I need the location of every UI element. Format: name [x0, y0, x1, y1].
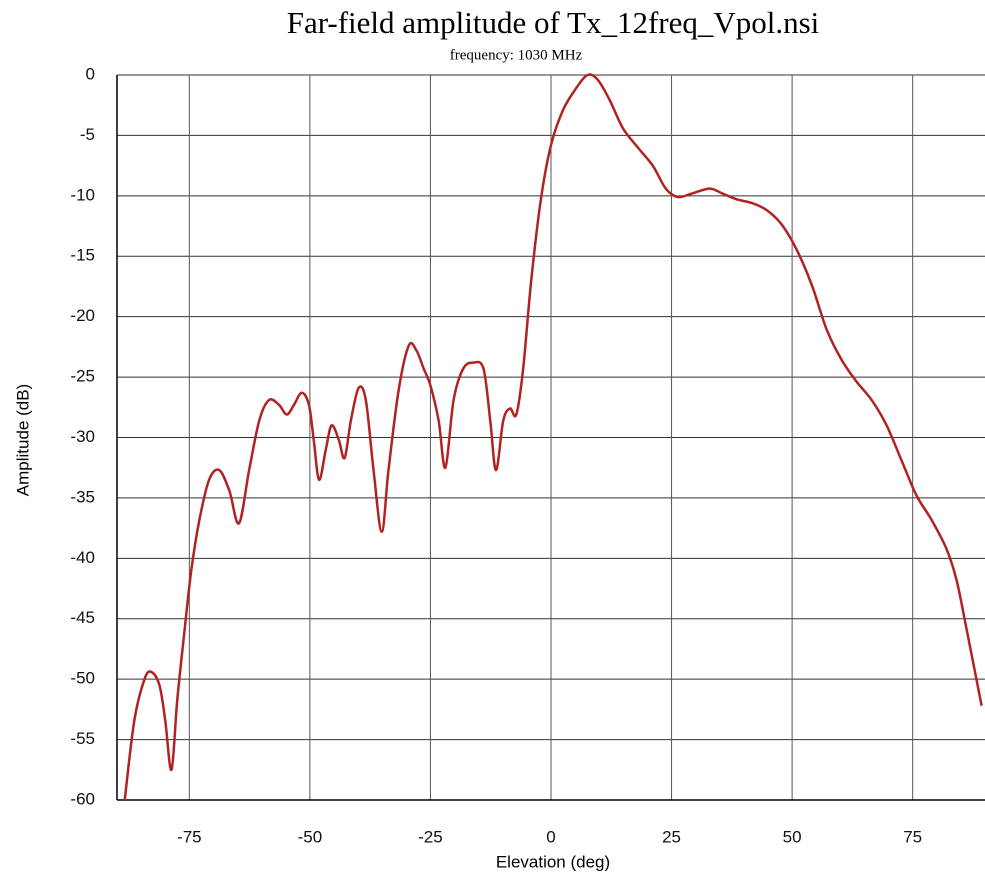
- y-tick-label: -50: [70, 669, 95, 688]
- y-tick-label: -45: [70, 608, 95, 627]
- y-tick-label: -20: [70, 306, 95, 325]
- y-tick-label: -25: [70, 367, 95, 386]
- y-tick-label: -60: [70, 789, 95, 808]
- y-tick-label: -30: [70, 427, 95, 446]
- x-tick-label: -50: [298, 827, 323, 846]
- x-tick-label: 50: [783, 827, 802, 846]
- y-tick-label: -40: [70, 548, 95, 567]
- chart-subtitle: frequency: 1030 MHz: [450, 47, 583, 63]
- chart-title: Far-field amplitude of Tx_12freq_Vpol.ns…: [287, 5, 820, 40]
- x-tick-label: 75: [903, 827, 922, 846]
- y-tick-label: -35: [70, 487, 95, 506]
- data-line: [123, 73, 983, 801]
- x-tick-label: -75: [177, 827, 202, 846]
- y-tick-label: -5: [80, 125, 95, 144]
- x-tick-label: -25: [418, 827, 443, 846]
- grid: [116, 74, 985, 801]
- y-tick-label: -55: [70, 729, 95, 748]
- plot-area: [123, 73, 983, 801]
- y-tick-label: -15: [70, 246, 95, 265]
- y-axis-label: Amplitude (dB): [13, 384, 32, 496]
- x-tick-label: 0: [546, 827, 555, 846]
- x-tick-label: 25: [662, 827, 681, 846]
- y-tick-label: -10: [70, 185, 95, 204]
- y-tick-label: 0: [86, 64, 95, 83]
- x-axis-label: Elevation (deg): [496, 852, 610, 871]
